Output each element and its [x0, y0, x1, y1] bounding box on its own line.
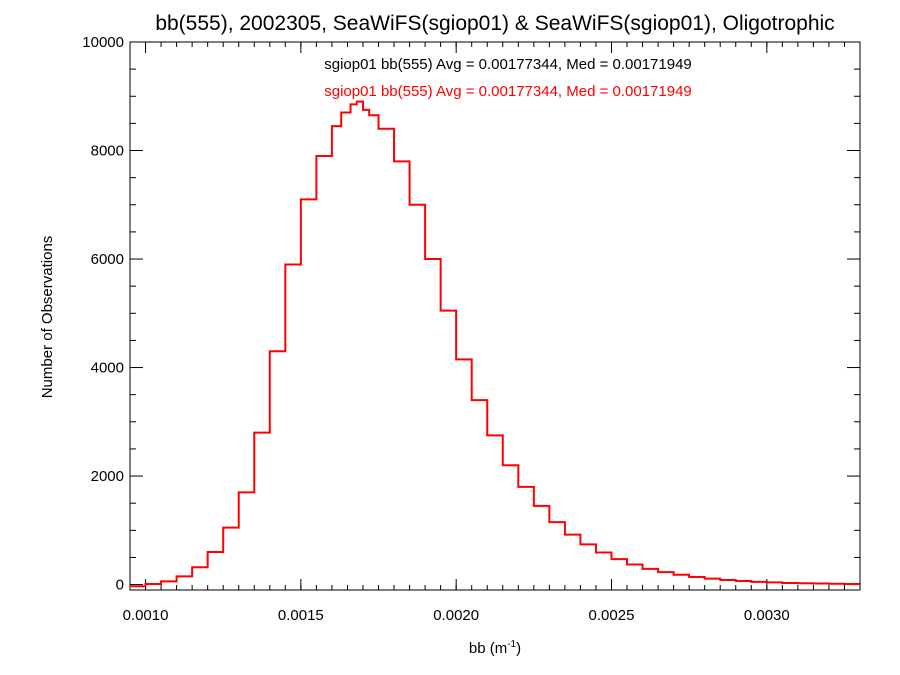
x-axis: 0.0010 0.0015 0.0020 0.0025 0.0030: [123, 42, 861, 624]
x-tick-label: 0.0010: [123, 607, 169, 624]
x-axis-label-text: bb (m: [469, 640, 507, 657]
y-tick-label: 0: [116, 577, 124, 594]
x-axis-label-close: ): [516, 640, 521, 657]
series-line: [130, 100, 861, 588]
chart-title: bb(555), 2002305, SeaWiFS(sgiop01) & Sea…: [155, 12, 834, 35]
y-tick-label: 8000: [91, 143, 124, 160]
x-tick-label: 0.0030: [744, 607, 790, 624]
x-tick-label: 0.0025: [589, 607, 635, 624]
x-axis-label-sup: -1: [507, 639, 516, 650]
y-tick-label: 4000: [91, 360, 124, 377]
y-tick-label: 6000: [91, 251, 124, 268]
x-axis-label: bb (m-1): [469, 639, 521, 657]
x-tick-label: 0.0015: [278, 607, 324, 624]
x-tick-label: 0.0020: [433, 607, 479, 624]
annotation-black: sgiop01 bb(555) Avg = 0.00177344, Med = …: [324, 56, 692, 73]
plot-frame: [129, 41, 861, 591]
annotation-red: sgiop01 bb(555) Avg = 0.00177344, Med = …: [324, 83, 692, 100]
y-tick-label: 10000: [82, 34, 124, 51]
y-tick-label: 2000: [91, 468, 124, 485]
series-layer: [129, 100, 861, 588]
y-axis: 0 2000 4000 6000 8000 10000: [82, 34, 860, 594]
plot-border: [129, 41, 861, 591]
y-axis-label: Number of Observations: [39, 236, 56, 399]
